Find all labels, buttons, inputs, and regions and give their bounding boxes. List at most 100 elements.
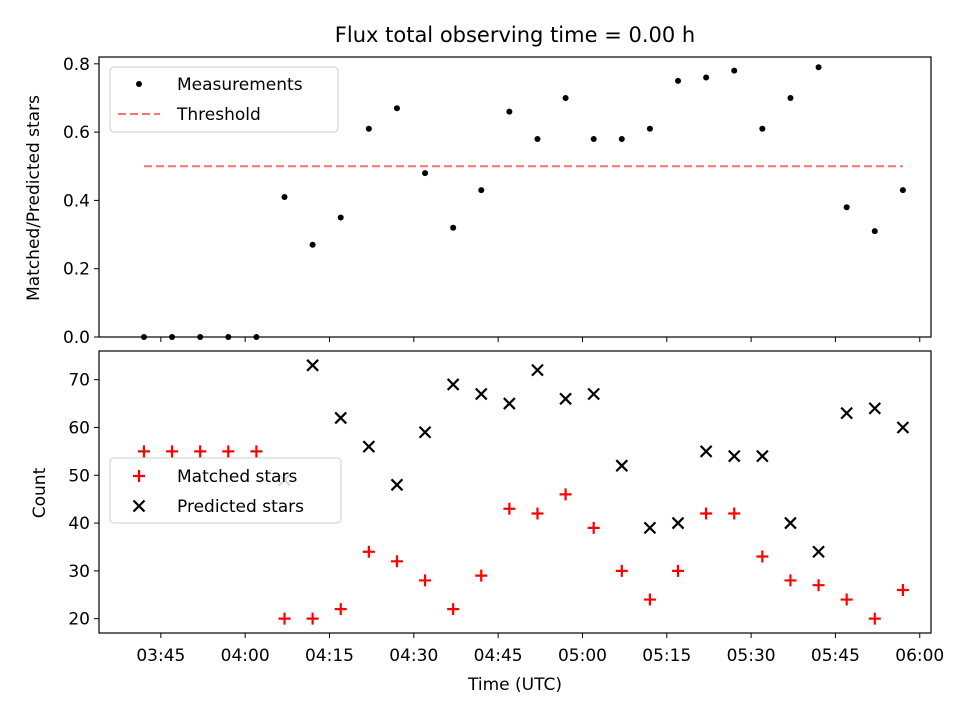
predicted-star-point [390, 478, 404, 492]
measurement-point [450, 224, 457, 231]
measurement-point [365, 125, 372, 132]
x-tick-label: 05:15 [642, 646, 691, 666]
predicted-star-point [868, 402, 882, 415]
measurement-point [675, 77, 682, 84]
measurement-point [899, 187, 906, 194]
matched-star-point [278, 612, 291, 625]
top-legend-box [109, 66, 339, 133]
matched-star-point [700, 507, 713, 520]
predicted-star-point [559, 392, 572, 406]
top-y-axis-label: Matched/Predicted stars [24, 95, 44, 301]
x-tick-label: 05:45 [811, 646, 860, 666]
measurement-point [478, 187, 485, 194]
predicted-star-point [896, 421, 910, 434]
matched-star-point [222, 445, 235, 458]
chart-title: Flux total observing time = 0.00 h [335, 23, 695, 47]
matched-star-point [475, 569, 488, 582]
bottom-y-tick-label: 40 [68, 514, 90, 534]
legend-threshold-label: Threshold [176, 105, 261, 125]
measurement-point [225, 334, 232, 340]
bottom-y-tick-label: 70 [68, 371, 90, 391]
matched-star-point [390, 555, 403, 568]
predicted-star-point [615, 459, 629, 472]
x-tick-label: 04:30 [389, 646, 438, 666]
predicted-star-point [334, 411, 348, 425]
matched-star-point [840, 593, 853, 606]
x-tick-label: 04:15 [305, 646, 354, 666]
measurement-point [281, 194, 288, 200]
measurement-point [618, 135, 625, 142]
measurement-point [534, 135, 541, 142]
measurement-point [703, 74, 710, 81]
top-y-tick-label: 0.8 [63, 55, 90, 75]
predicted-star-point [503, 397, 516, 410]
measurement-point [197, 334, 204, 340]
legend-measurements-label: Measurements [177, 75, 303, 95]
predicted-star-point [643, 521, 657, 535]
measurement-point [843, 204, 850, 211]
legend-predicted-marker [132, 499, 146, 513]
legend-predicted-label: Predicted stars [177, 497, 304, 517]
matched-star-point [503, 502, 516, 515]
predicted-star-point [362, 440, 376, 453]
measurement-point [169, 334, 176, 340]
matched-star-point [194, 445, 207, 458]
matched-star-point [306, 612, 319, 625]
measurement-point [871, 228, 878, 235]
matched-star-point [559, 488, 572, 501]
matched-star-point [334, 603, 347, 616]
measurement-point [590, 135, 597, 142]
predicted-star-point [587, 387, 600, 401]
matched-star-point [615, 564, 628, 577]
measurement-point [787, 94, 794, 101]
measurement-point [506, 108, 513, 115]
bottom-axes-frame [98, 350, 932, 634]
predicted-star-point [418, 425, 432, 439]
matched-star-point [756, 550, 769, 563]
top-y-tick-label: 0.4 [63, 191, 90, 211]
predicted-star-point [756, 449, 769, 463]
matched-star-point [419, 574, 432, 587]
legend-matched-label: Matched stars [177, 467, 297, 487]
top-y-tick-label: 0.2 [63, 260, 90, 280]
matched-star-point [672, 564, 685, 577]
predicted-star-point [699, 445, 713, 458]
predicted-star-point [531, 363, 544, 377]
x-tick-label: 05:00 [558, 646, 607, 666]
bottom-y-axis-label: Count [30, 467, 50, 518]
bottom-y-tick-label: 20 [68, 610, 90, 630]
measurement-point [393, 105, 400, 112]
matched-star-point [728, 507, 741, 520]
x-tick-label: 03:45 [136, 646, 185, 666]
matched-star-point [166, 445, 179, 458]
matched-star-point [784, 574, 797, 587]
measurement-point [309, 241, 316, 248]
matched-star-point [587, 521, 600, 534]
legend-matched-marker [133, 470, 145, 482]
top-y-tick-label: 0.6 [63, 123, 90, 143]
measurement-point [140, 334, 147, 340]
measurement-point [562, 94, 569, 101]
top-axes-frame [98, 56, 932, 338]
x-tick-label: 04:45 [474, 646, 523, 666]
measurement-point [422, 170, 429, 177]
x-tick-label: 05:30 [727, 646, 776, 666]
top-y-tick-label: 0.0 [63, 328, 90, 348]
matched-star-point [137, 445, 150, 458]
predicted-star-point [727, 449, 741, 463]
measurement-point [253, 334, 260, 340]
bottom-y-tick-label: 60 [68, 418, 90, 438]
measurement-point [337, 214, 344, 221]
top-panel: 0.0 0.2 0.4 0.6 0.8 [63, 55, 932, 348]
matched-star-point [896, 583, 909, 596]
matched-star-point [447, 603, 460, 616]
matched-star-point [531, 507, 544, 520]
bottom-y-tick-label: 50 [68, 466, 90, 486]
matched-star-point [250, 445, 263, 458]
measurement-point [759, 125, 766, 132]
predicted-star-point [306, 359, 319, 372]
predicted-star-point [671, 516, 685, 530]
x-tick-label: 04:00 [221, 646, 270, 666]
predicted-star-point [840, 406, 853, 420]
